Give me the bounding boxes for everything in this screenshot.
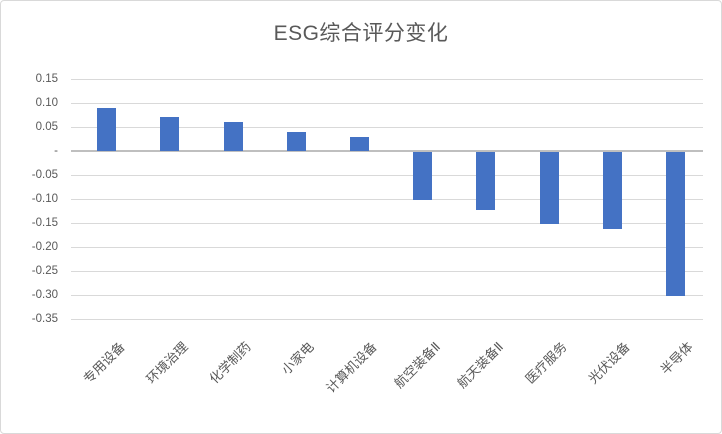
y-tick-label: -0.10 bbox=[31, 193, 58, 205]
bar-2 bbox=[160, 117, 180, 151]
y-tick-label: - bbox=[54, 145, 58, 157]
gridline bbox=[71, 79, 703, 80]
bar-7 bbox=[476, 152, 496, 210]
y-tick-label: 0.05 bbox=[35, 121, 58, 133]
bar-1 bbox=[97, 107, 117, 151]
zero-axis-line bbox=[71, 150, 703, 152]
gridline bbox=[71, 103, 703, 104]
y-tick-label: -0.35 bbox=[31, 313, 58, 325]
gridline bbox=[71, 199, 703, 200]
gridline bbox=[71, 295, 703, 296]
y-tick-label: -0.20 bbox=[31, 241, 58, 253]
x-category-label: 计算机设备 bbox=[323, 339, 381, 396]
x-category-label: 光伏设备 bbox=[585, 339, 633, 387]
y-tick-label: 0.15 bbox=[35, 73, 58, 85]
y-tick-label: -0.05 bbox=[31, 169, 58, 181]
x-category-label: 半导体 bbox=[657, 339, 697, 378]
bar-3 bbox=[223, 122, 243, 151]
bar-6 bbox=[413, 152, 433, 200]
y-tick-label: -0.30 bbox=[31, 289, 58, 301]
x-category-label: 专用设备 bbox=[79, 339, 128, 387]
gridline bbox=[71, 247, 703, 248]
x-category-label: 航天装备Ⅱ bbox=[454, 339, 507, 392]
bar-8 bbox=[539, 152, 559, 224]
gridline bbox=[71, 319, 703, 320]
bar-5 bbox=[349, 136, 369, 151]
x-category-label: 化学制药 bbox=[206, 339, 254, 387]
y-tick-label: -0.25 bbox=[31, 265, 58, 277]
y-tick-label: 0.10 bbox=[35, 97, 58, 109]
gridline bbox=[71, 127, 703, 128]
x-category-label: 小家电 bbox=[278, 339, 317, 378]
gridline bbox=[71, 175, 703, 176]
gridline bbox=[71, 223, 703, 224]
x-category-label: 环境治理 bbox=[143, 339, 191, 387]
bar-9 bbox=[602, 152, 622, 229]
gridline bbox=[71, 271, 703, 272]
x-category-label: 医疗服务 bbox=[522, 339, 570, 387]
bar-10 bbox=[665, 152, 685, 296]
chart-title: ESG综合评分变化 bbox=[273, 22, 449, 45]
bar-4 bbox=[286, 131, 306, 151]
y-tick-label: -0.15 bbox=[31, 217, 58, 229]
x-category-label: 航空装备Ⅱ bbox=[391, 339, 444, 392]
